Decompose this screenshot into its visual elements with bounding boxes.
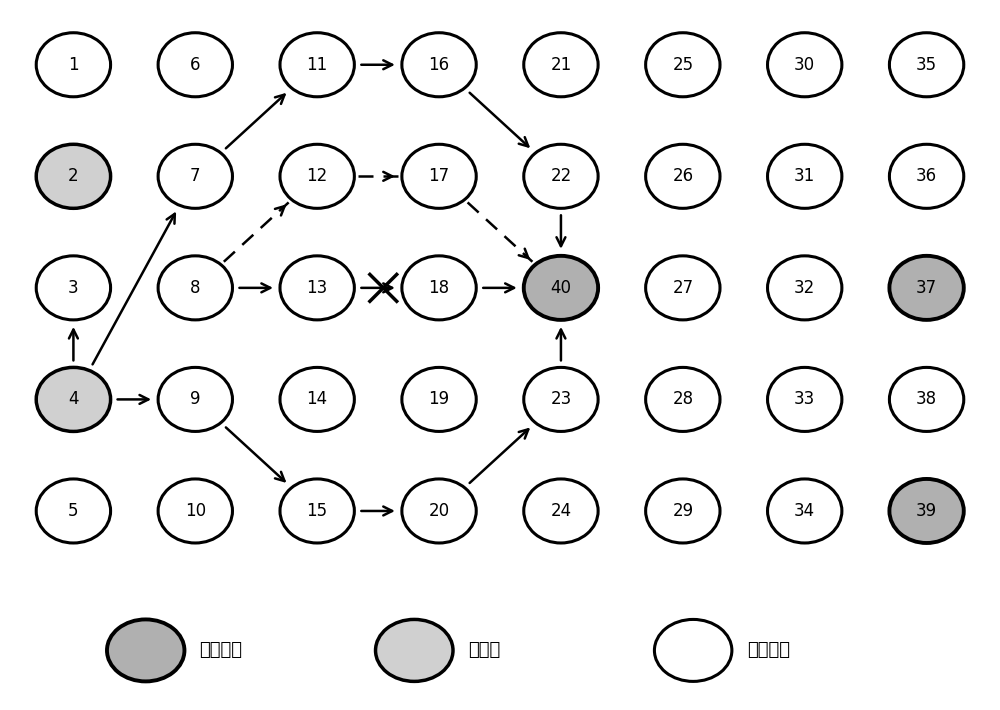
Text: 38: 38	[916, 391, 937, 408]
Text: 4: 4	[68, 391, 79, 408]
Text: 2: 2	[68, 168, 79, 185]
Text: 19: 19	[428, 391, 450, 408]
Ellipse shape	[402, 144, 476, 208]
Ellipse shape	[280, 256, 354, 320]
Text: 超级节点: 超级节点	[199, 641, 242, 660]
Ellipse shape	[889, 144, 964, 208]
Text: 35: 35	[916, 56, 937, 74]
Ellipse shape	[158, 33, 232, 97]
Ellipse shape	[524, 144, 598, 208]
Ellipse shape	[36, 479, 111, 543]
Ellipse shape	[376, 619, 453, 682]
Ellipse shape	[889, 33, 964, 97]
Text: 12: 12	[307, 168, 328, 185]
Ellipse shape	[889, 256, 964, 320]
Text: 32: 32	[794, 279, 815, 297]
Ellipse shape	[280, 33, 354, 97]
Text: 20: 20	[428, 502, 450, 520]
Text: 13: 13	[307, 279, 328, 297]
Ellipse shape	[36, 144, 111, 208]
Ellipse shape	[768, 144, 842, 208]
Text: 27: 27	[672, 279, 693, 297]
Ellipse shape	[280, 367, 354, 432]
Ellipse shape	[654, 619, 732, 682]
Text: 中间节点: 中间节点	[747, 641, 790, 660]
Text: 7: 7	[190, 168, 201, 185]
Text: 6: 6	[190, 56, 201, 74]
Text: 23: 23	[550, 391, 572, 408]
Ellipse shape	[36, 367, 111, 432]
Text: 源节点: 源节点	[468, 641, 500, 660]
Ellipse shape	[524, 479, 598, 543]
Text: 36: 36	[916, 168, 937, 185]
Ellipse shape	[646, 33, 720, 97]
Text: 5: 5	[68, 502, 79, 520]
Text: 3: 3	[68, 279, 79, 297]
Ellipse shape	[402, 33, 476, 97]
Text: 37: 37	[916, 279, 937, 297]
Ellipse shape	[768, 367, 842, 432]
Text: 40: 40	[550, 279, 571, 297]
Text: 34: 34	[794, 502, 815, 520]
Text: 26: 26	[672, 168, 693, 185]
Ellipse shape	[646, 144, 720, 208]
Ellipse shape	[158, 144, 232, 208]
Text: 14: 14	[307, 391, 328, 408]
Ellipse shape	[402, 479, 476, 543]
Ellipse shape	[280, 479, 354, 543]
Text: 10: 10	[185, 502, 206, 520]
Ellipse shape	[524, 33, 598, 97]
Ellipse shape	[280, 144, 354, 208]
Ellipse shape	[889, 479, 964, 543]
Text: 11: 11	[307, 56, 328, 74]
Text: 30: 30	[794, 56, 815, 74]
Text: 31: 31	[794, 168, 815, 185]
Text: 28: 28	[672, 391, 693, 408]
Text: 8: 8	[190, 279, 201, 297]
Text: 21: 21	[550, 56, 572, 74]
Ellipse shape	[768, 256, 842, 320]
Text: 25: 25	[672, 56, 693, 74]
Text: 9: 9	[190, 391, 201, 408]
Ellipse shape	[524, 256, 598, 320]
Ellipse shape	[158, 256, 232, 320]
Ellipse shape	[158, 367, 232, 432]
Text: 15: 15	[307, 502, 328, 520]
Ellipse shape	[646, 479, 720, 543]
Ellipse shape	[768, 479, 842, 543]
Text: 22: 22	[550, 168, 572, 185]
Ellipse shape	[889, 367, 964, 432]
Text: 39: 39	[916, 502, 937, 520]
Ellipse shape	[158, 479, 232, 543]
Text: 33: 33	[794, 391, 815, 408]
Text: 17: 17	[428, 168, 450, 185]
Ellipse shape	[768, 33, 842, 97]
Text: 29: 29	[672, 502, 693, 520]
Text: 24: 24	[550, 502, 572, 520]
Ellipse shape	[36, 256, 111, 320]
Ellipse shape	[36, 33, 111, 97]
Text: 16: 16	[428, 56, 450, 74]
Ellipse shape	[402, 367, 476, 432]
Ellipse shape	[524, 367, 598, 432]
Ellipse shape	[107, 619, 184, 682]
Ellipse shape	[646, 256, 720, 320]
Ellipse shape	[402, 256, 476, 320]
Text: 18: 18	[428, 279, 450, 297]
Ellipse shape	[646, 367, 720, 432]
Text: 1: 1	[68, 56, 79, 74]
